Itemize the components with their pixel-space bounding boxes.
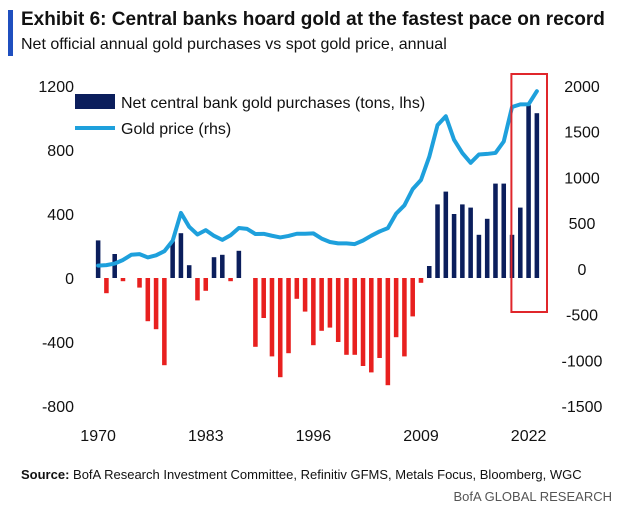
right-axis-tick-label: 1500 [564,125,600,142]
bar-2012 [443,191,449,278]
left-axis-tick-label: 400 [47,207,74,224]
bar-1970 [95,240,101,278]
legend-label-line: Gold price (rhs) [121,121,231,138]
bar-1980 [178,233,184,278]
bar-1994 [294,278,300,299]
bar-2006 [393,278,399,338]
left-axis-tick-label: -800 [42,399,74,416]
bar-1991 [269,278,275,357]
bar-1976 [145,278,151,322]
source-text: BofA Research Investment Committee, Refi… [69,467,582,482]
bar-2002 [360,278,366,366]
left-axis-tick-label: 800 [47,143,74,160]
left-axis-tick-label: -400 [42,335,74,352]
gold-price-line [96,89,539,268]
left-axis-tick-label: 1200 [38,79,74,96]
bar-2010 [426,266,432,278]
title-accent-bar [8,10,13,56]
bar-1989 [253,278,258,347]
bar-1984 [211,257,217,278]
bar-2008 [410,278,415,317]
bar-2015 [468,207,473,278]
bar-2004 [377,278,382,358]
bar-2017 [484,218,490,278]
right-axis-tick-label: -1000 [562,353,603,370]
right-axis-tick-label: 1000 [564,170,600,187]
source-label: Source: [21,467,70,482]
right-axis-tick-label: 500 [569,216,596,233]
bar-2003 [369,278,374,373]
bar-2009 [418,278,424,283]
bar-2000 [344,278,349,355]
bar-1979 [170,241,175,278]
chart-subtitle: Net official annual gold purchases vs sp… [21,36,447,53]
bar-2022 [526,105,531,278]
bar-1985 [220,254,225,278]
x-axis-tick-label: 1996 [296,428,332,445]
bar-1978 [162,278,167,366]
bar-2014 [460,204,465,278]
brand-footer: BofA GLOBAL RESEARCH [453,489,612,504]
chart-title: Exhibit 6: Central banks hoard gold at t… [21,9,605,30]
right-axis-tick-label: 2000 [564,79,600,96]
bar-2007 [402,278,407,357]
bar-1977 [153,278,159,330]
bar-2018 [493,183,498,278]
bar-2016 [476,234,482,278]
right-axis-tick-label: 0 [578,262,587,279]
bar-1973 [120,278,126,282]
bar-1998 [327,278,333,328]
right-axis-tick-label: -1500 [562,399,603,416]
legend-label-bars: Net central bank gold purchases (tons, l… [121,95,425,112]
bar-1971 [104,278,109,294]
source-note: Source: BofA Research Investment Committ… [21,467,582,482]
bar-2021 [518,207,523,278]
x-axis-tick-label: 2009 [403,428,439,445]
bar-1986 [228,278,233,282]
chart-canvas: 1200 800 400 0 -400 -800 2000 1500 1000 500 0 -500 -… [38,73,603,445]
x-axis-tick-label: 1983 [188,428,224,445]
right-axis-tick-label: -500 [566,308,598,325]
bar-1993 [286,278,291,354]
bar-1972 [112,254,117,278]
bar-1983 [203,278,209,291]
bar-1996 [311,278,316,346]
x-axis-tick-label: 1970 [80,428,116,445]
legend-swatch-bars [75,94,115,109]
bar-1997 [319,278,324,331]
x-axis-tick-label: 2022 [511,428,547,445]
bar-2001 [352,278,358,355]
bar-1995 [302,278,308,312]
bar-1999 [335,278,341,342]
highlight-box [510,73,548,313]
left-axis-tick-label: 0 [65,271,74,288]
bar-1982 [195,278,200,301]
bar-1992 [277,278,283,378]
bar-1990 [261,278,266,318]
bar-2013 [451,214,457,278]
bar-1987 [236,250,242,278]
bar-2011 [435,204,440,278]
bar-1981 [186,265,192,278]
bar-2005 [385,278,391,386]
bar-2019 [501,183,507,278]
bar-2023 [534,113,540,278]
bar-1975 [137,278,142,288]
